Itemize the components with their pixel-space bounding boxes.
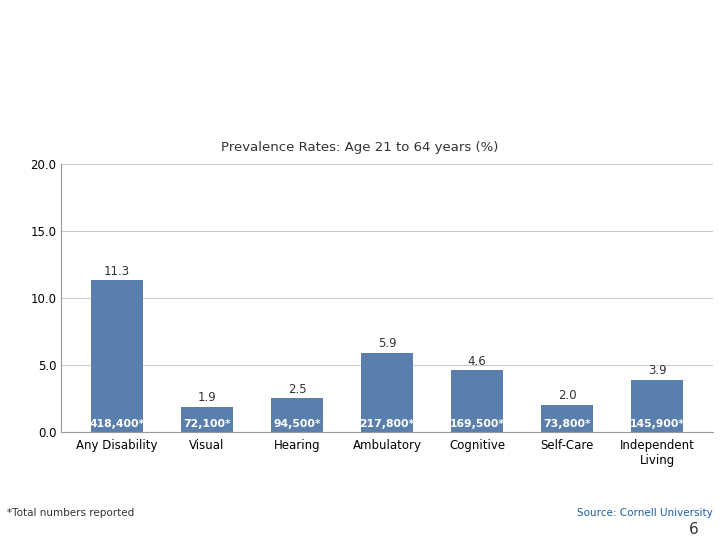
Text: 73,800*: 73,800* (543, 420, 591, 429)
Text: 4.6: 4.6 (468, 355, 487, 368)
Text: 2.5: 2.5 (288, 383, 306, 396)
Text: 3.9: 3.9 (648, 364, 667, 377)
Text: 1.9: 1.9 (197, 391, 216, 404)
Bar (541, 405, 593, 432)
Text: 145,900*: 145,900* (629, 420, 685, 429)
Bar (361, 353, 413, 432)
Text: Prevalence Rates: Age 21 to 64 years (%): Prevalence Rates: Age 21 to 64 years (%) (221, 141, 499, 154)
Text: Prevalence of Disability Among Non-Institutionalized
People Ages 21 to 64 in Ind: Prevalence of Disability Among Non-Insti… (27, 35, 693, 82)
Text: 6: 6 (688, 522, 698, 537)
Bar (181, 407, 233, 432)
Text: 418,400*: 418,400* (89, 420, 145, 429)
Bar (451, 370, 503, 432)
Bar (631, 380, 683, 432)
Text: 217,800*: 217,800* (359, 420, 415, 429)
Text: 94,500*: 94,500* (273, 420, 320, 429)
Text: 5.9: 5.9 (378, 337, 396, 350)
Text: Source: Cornell University: Source: Cornell University (577, 508, 713, 518)
Text: *Total numbers reported: *Total numbers reported (7, 508, 135, 518)
Text: 2.0: 2.0 (558, 389, 577, 402)
Bar (91, 280, 143, 432)
Text: 169,500*: 169,500* (449, 420, 505, 429)
Text: 11.3: 11.3 (104, 265, 130, 278)
Text: 72,100*: 72,100* (183, 420, 231, 429)
Bar (271, 399, 323, 432)
